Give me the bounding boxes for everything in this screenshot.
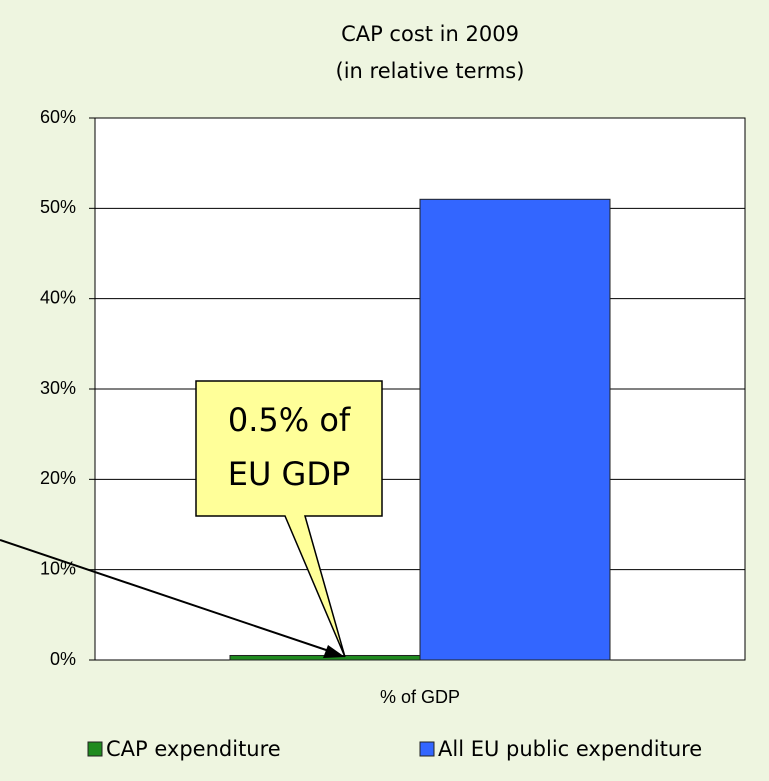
legend-swatch [419, 741, 435, 757]
legend-label: CAP expenditure [106, 737, 281, 761]
y-tick-label: 30% [40, 378, 76, 398]
y-tick-label: 60% [40, 107, 76, 127]
y-tick-label: 10% [40, 558, 76, 578]
callout-box [195, 380, 383, 658]
chart-subtitle: (in relative terms) [336, 59, 525, 83]
y-tick-label: 50% [40, 197, 76, 217]
x-tick-label: % of GDP [380, 687, 460, 707]
legend-label: All EU public expenditure [438, 737, 702, 761]
y-tick-label: 40% [40, 287, 76, 307]
arrow [0, 539, 339, 655]
callout-text: 0.5% of [228, 401, 351, 439]
chart-title: CAP cost in 2009 [341, 22, 519, 46]
callout-text: EU GDP [228, 455, 351, 493]
y-tick-label: 20% [40, 468, 76, 488]
y-tick-label: 0% [50, 649, 76, 669]
bar [419, 198, 611, 661]
legend-swatch [87, 741, 103, 757]
arrowhead [323, 645, 345, 658]
